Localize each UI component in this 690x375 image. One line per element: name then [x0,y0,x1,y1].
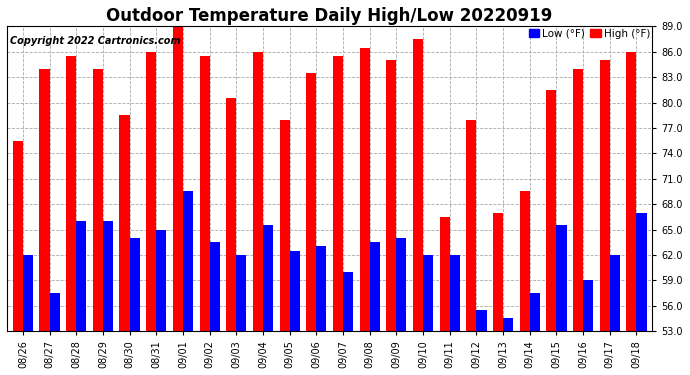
Bar [226,98,236,331]
Bar [370,242,380,331]
Bar [359,48,370,331]
Bar [172,22,183,331]
Bar [130,238,140,331]
Bar [493,213,503,331]
Bar [520,192,530,331]
Bar [450,255,460,331]
Bar [39,69,50,331]
Bar [119,116,130,331]
Bar [103,221,113,331]
Bar [183,192,193,331]
Title: Outdoor Temperature Daily High/Low 20220919: Outdoor Temperature Daily High/Low 20220… [106,7,553,25]
Bar [503,318,513,331]
Bar [236,255,246,331]
Bar [199,56,210,331]
Bar [636,213,647,331]
Bar [263,225,273,331]
Bar [530,293,540,331]
Bar [583,280,593,331]
Bar [546,90,556,331]
Bar [77,221,86,331]
Bar [253,52,263,331]
Bar [316,246,326,331]
Bar [476,310,486,331]
Bar [440,217,450,331]
Bar [466,120,476,331]
Bar [396,238,406,331]
Bar [146,52,157,331]
Bar [386,60,396,331]
Bar [413,39,423,331]
Bar [50,293,60,331]
Bar [610,255,620,331]
Bar [66,56,77,331]
Bar [290,251,299,331]
Bar [573,69,583,331]
Bar [13,141,23,331]
Text: Copyright 2022 Cartronics.com: Copyright 2022 Cartronics.com [10,36,181,46]
Bar [600,60,610,331]
Bar [306,73,316,331]
Bar [343,272,353,331]
Bar [333,56,343,331]
Bar [157,230,166,331]
Bar [93,69,103,331]
Legend: Low (°F), High (°F): Low (°F), High (°F) [526,27,653,40]
Bar [279,120,290,331]
Bar [556,225,566,331]
Bar [627,52,636,331]
Bar [23,255,33,331]
Bar [210,242,220,331]
Bar [423,255,433,331]
